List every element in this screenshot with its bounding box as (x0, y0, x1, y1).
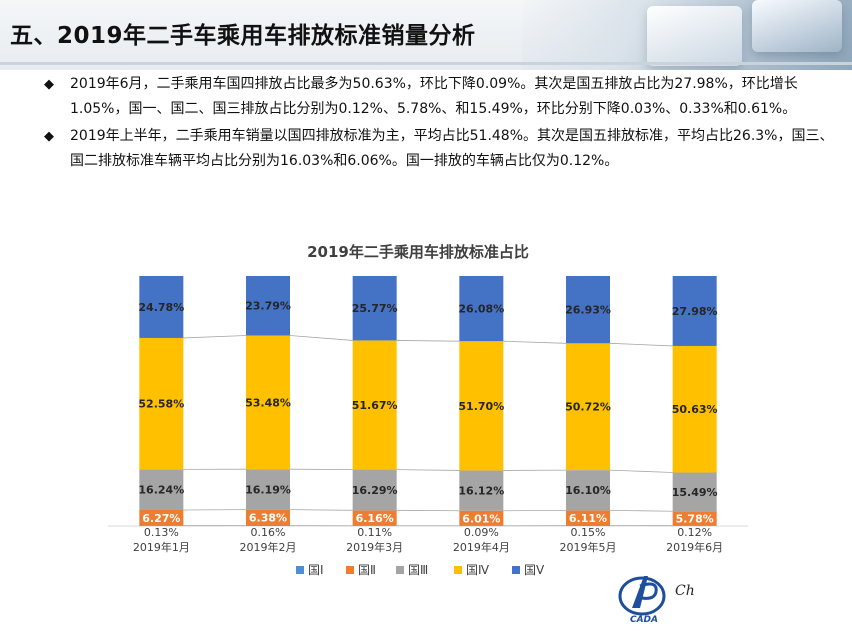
data-label: 0.16% (251, 526, 286, 539)
data-label: 52.58% (138, 398, 184, 411)
data-label: 16.12% (458, 485, 504, 498)
series-line (183, 335, 246, 337)
x-tick-label: 2019年3月 (346, 540, 403, 554)
data-label: 25.77% (352, 302, 398, 315)
legend-label: 国Ⅴ (524, 563, 545, 577)
data-label: 24.78% (138, 301, 184, 314)
legend-swatch (346, 566, 354, 574)
data-label: 50.63% (672, 403, 718, 416)
x-tick-labels: 2019年1月 2019年2月 2019年3月 2019年4月 2019年5月 2019年… (133, 540, 723, 554)
data-label: 16.24% (138, 484, 184, 497)
legend-label: 国Ⅱ (358, 563, 376, 577)
legend: 国Ⅰ 国Ⅱ 国Ⅲ 国Ⅳ 国Ⅴ (296, 563, 545, 577)
series-line (503, 341, 566, 343)
legend-swatch (454, 566, 462, 574)
data-label: 6.11% (569, 512, 607, 525)
svg-text:CADA: CADA (630, 615, 658, 624)
data-label: 0.11% (357, 526, 392, 539)
data-label: 0.13% (144, 526, 179, 539)
legend-label: 国Ⅲ (408, 563, 428, 577)
data-label: 27.98% (672, 305, 718, 318)
legend-label: 国Ⅰ (308, 563, 324, 577)
data-label: 0.15% (571, 526, 606, 539)
cada-logo: CADA (614, 568, 674, 624)
series-line (610, 510, 673, 511)
data-label: 6.27% (142, 512, 180, 525)
bars-group: 0.13%6.27% 16.24% 52.58% 24.78% 0.16%6.38% 16… (138, 276, 717, 539)
series-line (290, 335, 353, 340)
legend-swatch (512, 566, 520, 574)
series-line (610, 470, 673, 472)
data-label: 50.72% (565, 401, 611, 414)
x-tick-label: 2019年2月 (240, 540, 297, 554)
legend-label: 国Ⅳ (466, 563, 489, 577)
logo-partial-text: Ch (675, 580, 695, 599)
data-label: 16.29% (352, 484, 398, 497)
data-label: 5.78% (676, 512, 714, 525)
legend-swatch (296, 566, 304, 574)
x-tick-label: 2019年1月 (133, 540, 190, 554)
data-label: 26.93% (565, 304, 611, 317)
data-label: 16.19% (245, 483, 291, 496)
data-label: 53.48% (245, 396, 291, 409)
x-tick-label: 2019年5月 (560, 540, 617, 554)
data-label: 23.79% (245, 300, 291, 313)
series-line (397, 470, 460, 471)
data-label: 16.10% (565, 484, 611, 497)
data-label: 51.70% (458, 400, 504, 413)
data-label: 6.01% (462, 512, 500, 525)
legend-swatch (396, 566, 404, 574)
data-label: 51.67% (352, 399, 398, 412)
data-label: 0.09% (464, 526, 499, 539)
data-label: 15.49% (672, 486, 718, 499)
series-line (610, 343, 673, 346)
chart-title: 2019年二手乘用车排放标准占比 (307, 243, 529, 261)
series-line (290, 510, 353, 511)
data-label: 6.38% (249, 512, 287, 525)
data-label: 6.16% (356, 512, 394, 525)
x-tick-label: 2019年6月 (666, 540, 723, 554)
data-label: 26.08% (458, 303, 504, 316)
x-tick-label: 2019年4月 (453, 540, 510, 554)
data-label: 0.12% (677, 526, 712, 539)
series-line (397, 340, 460, 341)
